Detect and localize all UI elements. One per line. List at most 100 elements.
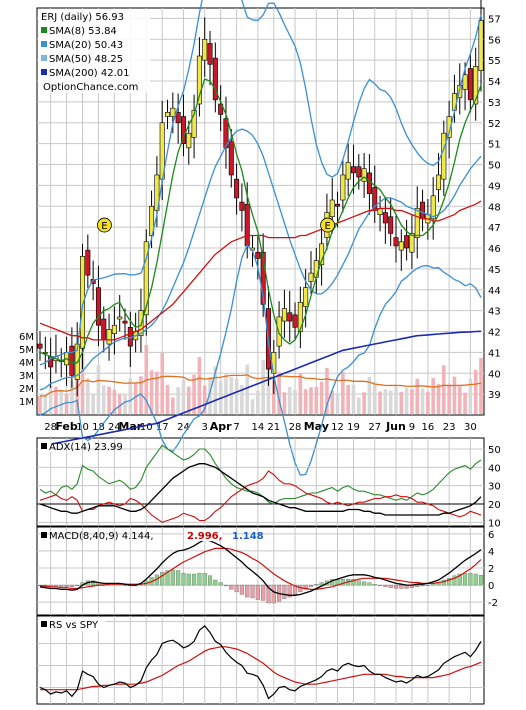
candle-body <box>180 116 186 144</box>
macd-histogram-bar <box>122 584 128 586</box>
volume-bar <box>176 387 180 414</box>
volume-bar <box>383 389 388 414</box>
x-tick-label: Apr <box>210 420 232 433</box>
legend-label: SMA(8) 53.84 <box>49 26 117 37</box>
volume-bar <box>420 388 425 414</box>
macd-histogram-bar <box>425 584 430 586</box>
volume-bar <box>96 365 101 414</box>
macd-histogram-bar <box>383 584 388 587</box>
candle-body <box>260 251 266 305</box>
adx-tick-label: 50 <box>488 445 501 456</box>
macd-histogram-bar <box>181 572 186 586</box>
macd-histogram-bar <box>308 584 314 587</box>
bollinger-lower <box>39 244 482 476</box>
candle-body <box>255 251 261 259</box>
legend-swatch <box>41 27 47 33</box>
volume-bar <box>303 389 308 414</box>
candle-body <box>80 256 86 349</box>
volume-bar <box>123 393 127 414</box>
macd-tick-label: 6 <box>488 530 494 541</box>
candle-body <box>398 241 404 251</box>
candle-body <box>111 324 117 334</box>
x-tick-label: 27 <box>368 422 381 433</box>
x-tick-label: May <box>304 420 329 433</box>
legend-swatch <box>41 55 47 61</box>
x-tick-label: 24 <box>177 422 190 433</box>
sma50-line <box>39 200 482 341</box>
macd-line <box>39 539 482 596</box>
y-tick-label: 49 <box>488 181 501 192</box>
volume-bar <box>356 397 361 414</box>
macd-tick-label: -2 <box>488 598 498 609</box>
candle-body <box>69 345 75 376</box>
volume-bar <box>287 386 292 414</box>
candle-body <box>170 107 176 117</box>
macd-histogram-bar <box>223 584 229 587</box>
volume-bar <box>463 392 467 414</box>
x-tick-label: 30 <box>464 422 477 433</box>
candle-body <box>435 174 441 190</box>
macd-histogram-bar <box>287 584 292 598</box>
volume-bar <box>240 385 244 414</box>
macd-histogram-bar <box>351 578 356 586</box>
volume-bar <box>139 376 143 414</box>
macd-histogram-bar <box>319 582 324 586</box>
x-tick-label: 14 <box>251 422 264 433</box>
candle-body <box>297 301 303 332</box>
macd-tick-label: 2 <box>488 564 494 575</box>
macd-label: MACD(8,40,9) 4.144, <box>49 531 154 542</box>
macd-histogram-bar <box>239 584 244 595</box>
volume-tick-label: 3M <box>19 371 34 382</box>
candle-body <box>85 249 91 276</box>
candle-body <box>212 57 218 101</box>
y-tick-label: 42 <box>488 328 501 339</box>
macd-histogram-bar <box>75 584 80 587</box>
volume-bar <box>378 391 382 414</box>
macd-histogram-bar <box>393 584 399 589</box>
candle-body <box>473 66 479 105</box>
candle-body <box>281 308 287 322</box>
candle-body <box>149 205 155 236</box>
candle-body <box>154 174 160 211</box>
macd-histogram-bar <box>377 584 383 586</box>
macd-swatch <box>41 532 47 538</box>
volume-bar <box>309 387 313 414</box>
candle-body <box>186 132 192 149</box>
macd-histogram-bar <box>420 584 425 587</box>
earnings-marker-label: E <box>324 221 330 232</box>
volume-bar <box>330 390 335 414</box>
candle-body <box>218 103 224 115</box>
volume-bar <box>112 389 117 414</box>
volume-bar <box>192 374 196 414</box>
y-tick-label: 48 <box>488 202 501 213</box>
volume-bar <box>256 390 260 414</box>
candle-body <box>244 203 250 247</box>
plus-di-line <box>39 444 482 505</box>
candle-body <box>467 68 473 101</box>
legend-label: SMA(200) 42.01 <box>49 68 130 79</box>
candle-body <box>143 241 149 316</box>
x-tick-label: 28 <box>44 422 57 433</box>
macd-histogram-bar <box>478 575 484 586</box>
adx-tick-label: 40 <box>488 463 501 474</box>
y-tick-label: 43 <box>488 307 501 318</box>
candle-body <box>404 235 410 249</box>
candle-body <box>420 201 426 220</box>
candle-body <box>239 201 245 211</box>
volume-bar <box>351 384 356 414</box>
macd-histogram-bar <box>372 584 377 586</box>
candle-body <box>122 320 128 324</box>
candle-body <box>393 237 399 247</box>
macd-hist-label: 1.148 <box>232 531 264 542</box>
candle-body <box>366 172 372 195</box>
macd-histogram-bar <box>255 584 260 600</box>
candle-body <box>292 314 298 328</box>
volume-bar <box>86 377 90 414</box>
volume-bar <box>335 393 340 414</box>
x-tick-label: 19 <box>347 422 360 433</box>
volume-bar <box>70 380 74 414</box>
volume-bar <box>165 384 170 414</box>
y-tick-label: 41 <box>488 348 501 359</box>
bollinger-upper <box>39 0 482 366</box>
macd-histogram-bar <box>452 575 457 586</box>
